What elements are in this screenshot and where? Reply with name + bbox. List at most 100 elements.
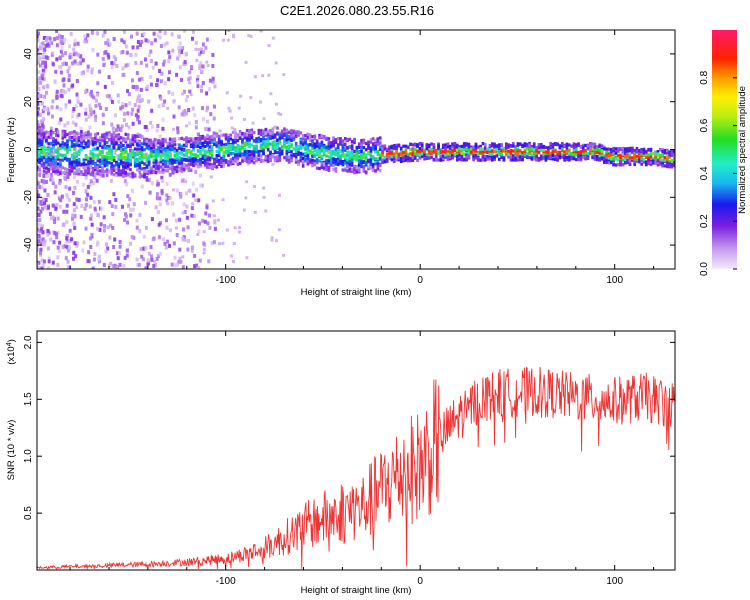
heatmap-cell [68,55,72,60]
heatmap-cell [103,163,107,167]
heatmap-cell [49,154,53,158]
heatmap-cell [106,38,110,43]
heatmap-cell [49,132,53,136]
heatmap-cell [490,144,494,148]
heatmap-cell [149,75,153,80]
heatmap-cell [222,133,226,137]
heatmap-cell [103,155,107,159]
heatmap-cell [488,143,492,148]
heatmap-cell [37,260,41,265]
heatmap-cell [98,141,102,145]
heatmap-cell [157,235,161,240]
heatmap-cell [107,55,111,60]
heatmap-cell [598,151,601,155]
heatmap-cell [45,138,48,143]
heatmap-cell [91,30,95,35]
heatmap-cell [39,63,43,68]
heatmap-cell [217,140,221,144]
heatmap-cell [518,158,522,162]
heatmap-cell [196,159,200,163]
heatmap-cell [659,161,662,165]
heatmap-cell [132,235,136,240]
heatmap-cell [199,149,202,153]
heatmap-cell [558,145,562,149]
heatmap-cell [87,250,91,255]
heatmap-cell [147,160,151,164]
heatmap-cell [164,165,167,169]
heatmap-cell [117,137,121,141]
heatmap-cell [70,237,74,242]
heatmap-cell [124,155,128,160]
heatmap-cell [192,140,195,145]
heatmap-cell [451,144,454,149]
heatmap-cell [201,64,205,69]
heatmap-cell [98,137,102,142]
heatmap-cell [49,141,53,145]
heatmap-cell [236,151,240,155]
heatmap-cell [59,198,63,203]
heatmap-cell [252,161,256,165]
heatmap-cell [50,41,54,46]
heatmap-cell [551,153,555,158]
heatmap-cell [392,144,396,148]
heatmap-cell [297,152,300,156]
heatmap-cell [213,157,216,161]
heatmap-cell [42,173,46,178]
heatmap-cell [267,73,271,77]
heatmap-cell [348,161,352,165]
heatmap-cell [207,127,211,132]
heatmap-cell [530,147,534,151]
heatmap-cell [151,124,155,129]
heatmap-cell [139,247,143,252]
heatmap-cell [399,152,403,156]
heatmap-cell [123,179,127,184]
heatmap-cell [108,138,111,142]
heatmap-cell [374,145,377,149]
heatmap-cell [574,146,578,150]
heatmap-cell [76,99,80,104]
heatmap-cell [52,131,55,135]
heatmap-cell [236,162,240,166]
heatmap-cell [514,156,517,160]
heatmap-cell [184,98,188,103]
heatmap-cell [40,140,44,144]
heatmap-cell [661,148,664,152]
heatmap-cell [451,156,454,160]
heatmap-cell [77,153,81,157]
heatmap-cell [294,134,298,138]
heatmap-cell [73,226,77,231]
heatmap-cell [146,39,150,44]
heatmap-cell [173,159,177,163]
heatmap-cell [444,153,447,157]
heatmap-cell [135,31,139,36]
heatmap-cell [227,138,230,142]
heatmap-cell [108,170,111,174]
heatmap-cell [332,163,335,168]
heatmap-cell [581,146,585,150]
heatmap-cell [441,146,445,150]
heatmap-cell [206,164,209,168]
heatmap-cell [117,157,121,161]
heatmap-cell [146,262,150,267]
heatmap-cell [369,166,373,170]
heatmap-cell [38,217,42,222]
heatmap-cell [68,145,72,149]
heatmap-cell [229,133,233,137]
heatmap-cell [649,159,653,163]
heatmap-cell [84,165,88,169]
heatmap-cell [146,258,150,263]
heatmap-cell [72,190,76,195]
heatmap-cell [154,143,158,148]
heatmap-cell [196,154,200,158]
heatmap-cell [617,149,620,153]
heatmap-cell [110,136,114,141]
heatmap-cell [104,50,108,55]
heatmap-cell [217,162,221,167]
heatmap-cell [588,150,592,154]
heatmap-cell [65,209,69,214]
heatmap-cell [101,56,105,61]
heatmap-cell [45,163,48,167]
heatmap-cell [208,156,212,160]
heatmap-cell [84,226,88,231]
heatmap-cell [273,135,277,139]
